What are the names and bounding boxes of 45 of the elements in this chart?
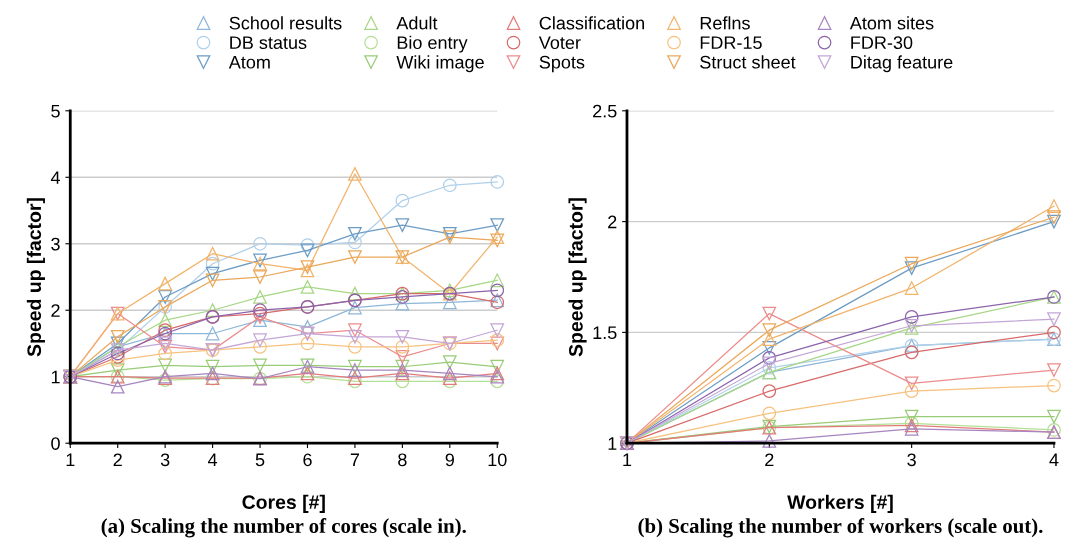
x-tick-label: 3 (907, 453, 916, 467)
y-axis-title: Speed up [factor] (568, 198, 587, 357)
y-tick-label: 0 (51, 437, 60, 450)
legend-label: Atom sites (849, 16, 934, 30)
legend-label: Wiki image (396, 55, 484, 73)
x-axis-title: Workers [#] (787, 494, 893, 513)
y-tick-label: 5 (51, 104, 60, 118)
x-tick-label: 3 (160, 453, 170, 467)
legend-label: DB status (230, 36, 307, 50)
x-axis-title: Cores [#] (242, 494, 325, 513)
legend-label: Adult (396, 16, 438, 30)
x-tick-label: 10 (488, 453, 507, 467)
legend-label: Ditag feature (851, 55, 953, 73)
legend-label: School results (229, 16, 342, 30)
legend-label: Bio entry (397, 35, 468, 53)
y-tick-label: 2.5 (593, 104, 617, 118)
legend-label: Spots (539, 55, 585, 73)
x-tick-label: 6 (303, 453, 312, 467)
x-tick-label: 2 (765, 453, 774, 467)
y-tick-label: 3 (51, 237, 60, 251)
x-tick-label: 1 (623, 453, 632, 467)
legend-label: Classification (539, 16, 644, 30)
y-tick-label: 1 (51, 370, 60, 384)
text: (b) Scaling the number of workers (scale out). (638, 518, 1043, 538)
legend-label: FDR-15 (700, 36, 762, 50)
text: (a) Scaling the number of cores (scale in). (101, 518, 466, 538)
legend-label: Struct sheet (700, 55, 796, 69)
y-tick-label: 1 (608, 437, 617, 450)
y-tick-label: 2 (608, 215, 617, 229)
legend-label: Reflns (700, 16, 750, 30)
x-tick-label: 7 (350, 453, 360, 467)
legend-label: Voter (538, 36, 581, 50)
x-tick-label: 8 (398, 453, 407, 467)
y-tick-label: 1.5 (593, 326, 617, 340)
y-axis-title: Speed up [factor] (26, 198, 45, 357)
x-tick-label: 5 (255, 453, 265, 467)
legend-label: FDR-30 (851, 36, 913, 50)
x-tick-label: 4 (207, 453, 218, 467)
y-tick-label: 2 (51, 304, 60, 317)
legend-label: Atom (228, 55, 270, 69)
x-tick-label: 2 (113, 453, 122, 467)
x-tick-label: 1 (66, 453, 75, 467)
x-tick-label: 4 (1049, 453, 1059, 467)
y-tick-label: 4 (50, 171, 61, 184)
x-tick-label: 9 (445, 453, 454, 467)
